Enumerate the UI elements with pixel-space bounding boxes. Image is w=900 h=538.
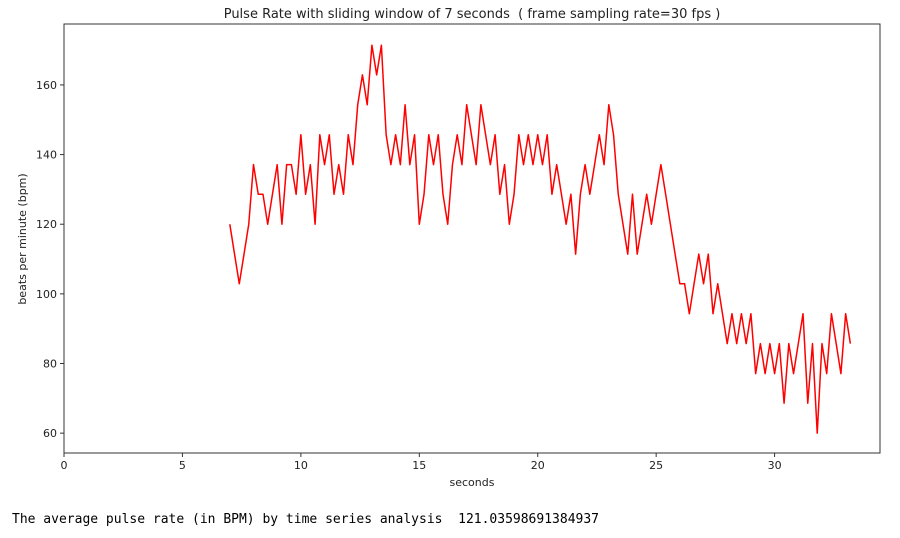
y-tick-label: 140 <box>36 149 57 162</box>
y-tick-label: 60 <box>43 427 57 440</box>
x-tick-label: 30 <box>768 459 782 472</box>
x-tick-label: 0 <box>61 459 68 472</box>
x-tick-label: 10 <box>294 459 308 472</box>
y-tick-label: 100 <box>36 288 57 301</box>
y-tick-label: 80 <box>43 358 57 371</box>
chart-title: Pulse Rate with sliding window of 7 seco… <box>224 7 721 22</box>
y-tick-label: 120 <box>36 218 57 231</box>
x-tick-label: 20 <box>531 459 545 472</box>
y-axis-label: beats per minute (bpm) <box>16 173 29 304</box>
x-axis-label: seconds <box>450 476 495 489</box>
x-tick-label: 5 <box>179 459 186 472</box>
y-tick-label: 160 <box>36 79 57 92</box>
plot-frame <box>63 23 881 454</box>
line <box>229 44 852 434</box>
output-text: The average pulse rate (in BPM) by time … <box>12 512 599 527</box>
x-tick-label: 25 <box>649 459 663 472</box>
x-tick-label: 15 <box>412 459 426 472</box>
